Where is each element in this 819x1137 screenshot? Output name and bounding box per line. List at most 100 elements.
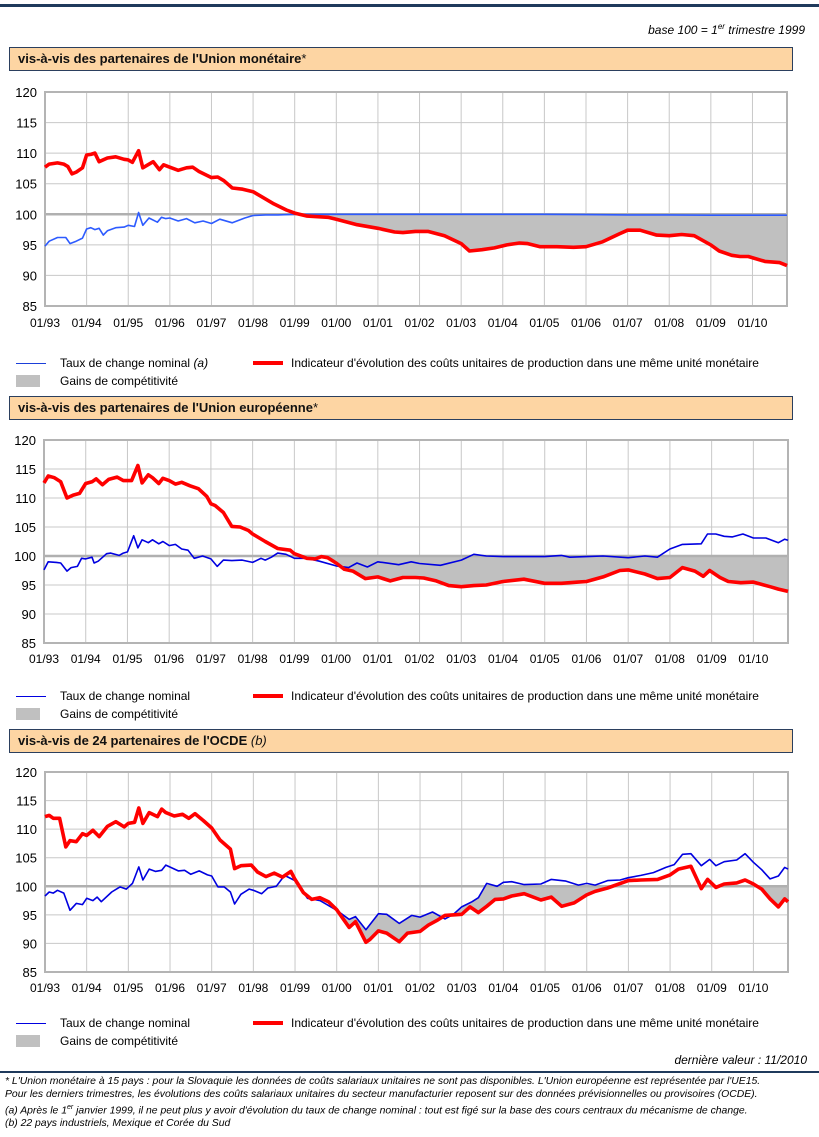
footnote-b: (b) 22 pays industriels, Mexique et Coré… [5, 1118, 231, 1130]
x-tick-label: 01/98 [238, 981, 268, 995]
footnote-star: * L'Union monétaire à 15 pays : pour la … [5, 1076, 761, 1087]
legend-item-gray: Gains de compétitivité [12, 374, 178, 388]
legend-item-red: Indicateur d'évolution des coûts unitair… [253, 689, 759, 703]
series-line-unit-cost-indicator [43, 148, 788, 268]
y-tick-label: 85 [23, 965, 37, 980]
legend-swatch-red [253, 361, 283, 365]
x-tick-label: 01/10 [737, 316, 767, 330]
chart-svg-union-monetaire: 01/93 01/94 01/95 01/96 01/97 01/98 01/99 01/00… [15, 85, 788, 330]
series-line-nominal-exchange-rate [43, 533, 789, 572]
x-tick-label: 01/95 [113, 316, 143, 330]
y-tick-label: 120 [15, 85, 37, 100]
panel-header-union-europeenne: vis-à-vis des partenaires de l'Union eur… [9, 396, 793, 420]
x-tick-label: 01/00 [321, 652, 351, 666]
legend-union-europeenne: Taux de change nominal Indicateur d'évol… [0, 686, 819, 726]
x-tick-label: 01/06 [571, 652, 601, 666]
x-tick-label: 01/09 [696, 316, 726, 330]
x-tick-label: 01/93 [29, 652, 59, 666]
y-tick-label: 100 [15, 879, 37, 894]
x-tick-label: 01/10 [738, 652, 768, 666]
x-tick-label: 01/03 [447, 981, 477, 995]
x-tick-label: 01/96 [155, 981, 185, 995]
y-tick-label: 95 [22, 578, 36, 593]
x-tick-label: 01/97 [196, 652, 226, 666]
footnote-line2: Pour les derniers trimestres, les évolut… [5, 1089, 758, 1100]
x-tick-label: 01/95 [113, 981, 143, 995]
x-tick-label: 01/05 [529, 316, 559, 330]
y-tick-label: 115 [15, 462, 36, 477]
x-tick-label: 01/02 [405, 652, 435, 666]
y-tick-label: 120 [14, 433, 36, 448]
x-tick-label: 01/99 [279, 652, 309, 666]
series-line-nominal-exchange-rate [44, 852, 789, 931]
x-tick-label: 01/08 [654, 316, 684, 330]
x-tick-label: 01/02 [405, 316, 435, 330]
top-rule [0, 4, 819, 7]
legend-item-blue: Taux de change nominal [16, 1016, 190, 1030]
y-tick-label: 100 [14, 549, 36, 564]
x-tick-label: 01/96 [154, 652, 184, 666]
series-line-unit-cost-indicator [44, 806, 790, 945]
panel-header-ocde: vis-à-vis de 24 partenaires de l'OCDE (b… [9, 729, 793, 753]
y-tick-label: 110 [15, 491, 36, 506]
x-tick-label: 01/05 [530, 652, 560, 666]
x-tick-label: 01/07 [613, 316, 643, 330]
x-tick-label: 01/93 [30, 316, 60, 330]
legend-swatch-blue [16, 362, 46, 364]
legend-swatch-blue [16, 1022, 46, 1024]
y-tick-label: 90 [23, 936, 37, 951]
y-tick-label: 105 [15, 177, 37, 192]
x-tick-label: 01/96 [155, 316, 185, 330]
x-tick-label: 01/04 [488, 652, 518, 666]
legend-swatch-gray [16, 1035, 40, 1047]
last-value-note: dernière valeur : 11/2010 [674, 1053, 807, 1067]
x-tick-label: 01/98 [238, 652, 268, 666]
y-tick-label: 115 [16, 794, 37, 809]
y-tick-label: 110 [16, 146, 37, 161]
legend-swatch-red [253, 694, 283, 698]
x-tick-label: 01/99 [280, 316, 310, 330]
footnote-a: (a) Après le 1er janvier 1999, il ne peu… [5, 1104, 748, 1117]
x-tick-label: 01/98 [238, 316, 268, 330]
x-tick-label: 01/95 [112, 652, 142, 666]
x-tick-label: 01/09 [697, 652, 727, 666]
chart-union-monetaire: 01/93 01/94 01/95 01/96 01/97 01/98 01/99 01/00… [0, 80, 819, 342]
y-tick-label: 85 [23, 299, 37, 314]
x-tick-label: 01/10 [738, 981, 768, 995]
x-tick-label: 01/03 [446, 652, 476, 666]
x-tick-label: 01/01 [363, 316, 393, 330]
x-tick-label: 01/00 [321, 316, 351, 330]
x-tick-label: 01/94 [72, 316, 102, 330]
competitiveness-gain-area [294, 556, 788, 592]
legend-swatch-gray [16, 375, 40, 387]
x-tick-label: 01/06 [571, 316, 601, 330]
y-tick-label: 110 [16, 822, 37, 837]
chart-svg-ocde: 01/93 01/94 01/95 01/96 01/97 01/98 01/99 01/00… [15, 765, 790, 995]
x-tick-label: 01/97 [196, 316, 226, 330]
x-tick-label: 01/08 [655, 652, 685, 666]
series-line-nominal-exchange-rate [44, 211, 787, 247]
legend-swatch-red [253, 1021, 283, 1025]
x-tick-label: 01/93 [30, 981, 60, 995]
x-tick-label: 01/94 [72, 981, 102, 995]
y-tick-label: 120 [15, 765, 37, 780]
y-tick-label: 105 [14, 520, 36, 535]
x-tick-label: 01/05 [530, 981, 560, 995]
x-tick-label: 01/97 [197, 981, 227, 995]
x-tick-label: 01/00 [322, 981, 352, 995]
x-tick-label: 01/03 [446, 316, 476, 330]
chart-svg-union-europeenne: 01/93 01/94 01/95 01/96 01/97 01/98 01/99 01/00… [14, 433, 789, 666]
legend-item-gray: Gains de compétitivité [12, 707, 178, 721]
legend-item-blue: Taux de change nominal (a) [16, 356, 208, 370]
y-tick-label: 90 [23, 268, 37, 283]
legend-ocde: Taux de change nominal Indicateur d'évol… [0, 1013, 819, 1053]
competitiveness-gain-area [294, 214, 787, 266]
y-tick-label: 115 [16, 116, 37, 131]
x-tick-label: 01/01 [363, 981, 393, 995]
competitiveness-gain-area [295, 886, 788, 942]
panel-header-union-monetaire: vis-à-vis des partenaires de l'Union mon… [9, 47, 793, 71]
x-tick-label: 01/99 [280, 981, 310, 995]
legend-union-monetaire: Taux de change nominal (a) Indicateur d'… [0, 353, 819, 393]
legend-item-blue: Taux de change nominal [16, 689, 190, 703]
bottom-rule [0, 1071, 819, 1073]
